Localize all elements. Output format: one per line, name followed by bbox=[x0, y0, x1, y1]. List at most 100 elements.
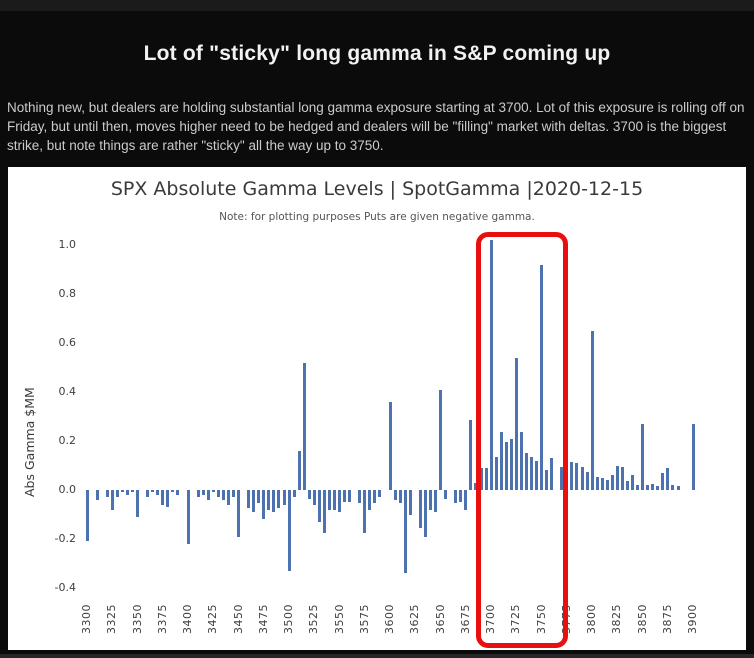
bar-3735 bbox=[524, 453, 528, 490]
bar-3810 bbox=[600, 477, 604, 490]
bar-3340 bbox=[125, 490, 129, 495]
x-tick-label-3425: 3425 bbox=[206, 604, 220, 634]
bar-3685 bbox=[474, 482, 478, 490]
x-tick-label-3625: 3625 bbox=[408, 604, 422, 634]
x-tick-label-3375: 3375 bbox=[155, 604, 169, 634]
bar-3865 bbox=[656, 486, 660, 490]
bar-3665 bbox=[454, 490, 458, 504]
bar-3645 bbox=[434, 490, 438, 513]
bar-3745 bbox=[535, 460, 539, 490]
bar-3410 bbox=[196, 490, 200, 498]
bar-3400 bbox=[186, 490, 190, 544]
bar-3870 bbox=[661, 472, 665, 490]
x-tick-label-3900: 3900 bbox=[686, 604, 700, 634]
bar-3430 bbox=[216, 490, 220, 498]
bar-3855 bbox=[646, 485, 650, 490]
bar-3575 bbox=[363, 490, 367, 533]
bottom-strip bbox=[0, 654, 754, 658]
bar-3325 bbox=[110, 490, 114, 510]
bar-3525 bbox=[312, 490, 316, 505]
bar-3515 bbox=[302, 362, 306, 490]
y-tick-label-0.6: 0.6 bbox=[58, 336, 77, 349]
bar-3380 bbox=[166, 490, 170, 508]
x-tick-label-3400: 3400 bbox=[181, 604, 195, 634]
bar-3545 bbox=[333, 490, 337, 510]
highlight-box bbox=[476, 232, 568, 648]
bar-3440 bbox=[226, 490, 230, 505]
bar-3880 bbox=[671, 485, 675, 490]
x-tick-label-3575: 3575 bbox=[357, 604, 371, 634]
x-tick-label-3350: 3350 bbox=[130, 604, 144, 634]
chart-title: SPX Absolute Gamma Levels | SpotGamma |2… bbox=[110, 178, 644, 200]
bar-3825 bbox=[615, 465, 619, 490]
bar-3715 bbox=[504, 442, 508, 490]
bar-3605 bbox=[393, 490, 397, 500]
bar-3350 bbox=[136, 490, 139, 517]
bar-3695 bbox=[484, 467, 488, 490]
bar-3705 bbox=[494, 456, 498, 490]
bar-3790 bbox=[580, 466, 584, 490]
x-tick-label-3650: 3650 bbox=[433, 604, 447, 634]
bar-3635 bbox=[423, 490, 427, 537]
bar-3310 bbox=[95, 490, 99, 500]
bar-3550 bbox=[338, 490, 342, 513]
bar-3620 bbox=[408, 490, 412, 515]
bar-3485 bbox=[272, 490, 276, 513]
x-tick-label-3500: 3500 bbox=[282, 604, 296, 634]
y-tick-label-0.2: 0.2 bbox=[58, 434, 77, 447]
x-tick-label-3875: 3875 bbox=[660, 604, 674, 634]
x-tick-label-3450: 3450 bbox=[231, 604, 245, 634]
bar-3800 bbox=[590, 330, 594, 490]
y-tick-label--0.2: -0.2 bbox=[54, 532, 76, 545]
bar-3300 bbox=[85, 490, 89, 542]
bar-3820 bbox=[610, 475, 614, 490]
bar-3555 bbox=[343, 490, 347, 503]
bar-3600 bbox=[388, 401, 392, 490]
x-tick-label-3550: 3550 bbox=[332, 604, 346, 634]
bar-3510 bbox=[297, 450, 301, 490]
y-tick-label-0.4: 0.4 bbox=[58, 385, 77, 398]
bar-3840 bbox=[631, 475, 635, 490]
bar-3590 bbox=[378, 490, 382, 498]
bar-3535 bbox=[322, 490, 326, 533]
bar-3585 bbox=[373, 490, 377, 504]
bar-3320 bbox=[105, 490, 109, 498]
x-tick-label-3475: 3475 bbox=[256, 604, 270, 634]
bar-3385 bbox=[171, 490, 175, 493]
bar-3830 bbox=[620, 466, 624, 490]
y-tick-label-0.0: 0.0 bbox=[58, 483, 77, 496]
bar-3730 bbox=[519, 432, 523, 490]
bar-3505 bbox=[292, 490, 296, 498]
bar-3795 bbox=[585, 471, 589, 490]
bar-3860 bbox=[651, 483, 655, 490]
bar-3475 bbox=[262, 490, 266, 520]
bar-3460 bbox=[247, 490, 251, 509]
bar-3615 bbox=[403, 490, 407, 574]
bar-3470 bbox=[257, 490, 261, 504]
bar-3750 bbox=[540, 264, 544, 490]
y-tick-label--0.4: -0.4 bbox=[54, 581, 76, 594]
bar-3450 bbox=[237, 490, 241, 537]
bar-3900 bbox=[691, 423, 695, 490]
bar-3390 bbox=[176, 490, 180, 495]
bar-3710 bbox=[499, 432, 503, 490]
bar-3560 bbox=[348, 490, 352, 503]
bar-3500 bbox=[287, 490, 291, 571]
bar-3425 bbox=[211, 490, 215, 493]
bar-3650 bbox=[439, 389, 443, 490]
post-description: Nothing new, but dealers are holding sub… bbox=[7, 99, 745, 153]
chart-subtitle: Note: for plotting purposes Puts are giv… bbox=[219, 211, 535, 223]
bar-3335 bbox=[120, 490, 124, 493]
x-tick-label-3850: 3850 bbox=[635, 604, 649, 634]
bar-3445 bbox=[231, 490, 235, 498]
bar-3570 bbox=[358, 490, 362, 504]
bar-3785 bbox=[575, 463, 579, 490]
bar-3490 bbox=[277, 490, 281, 509]
chart-panel: SPX Absolute Gamma Levels | SpotGamma |2… bbox=[8, 167, 746, 650]
x-tick-label-3325: 3325 bbox=[105, 604, 119, 634]
plot-area: 1.0 0.8 0.6 0.4 0.2 0.0 -0.2 -0.4 3300 3325 3350 33… bbox=[8, 167, 746, 650]
bar-3670 bbox=[459, 490, 463, 503]
bar-3845 bbox=[636, 485, 640, 490]
bar-3835 bbox=[626, 481, 629, 490]
bar-3370 bbox=[156, 490, 160, 495]
